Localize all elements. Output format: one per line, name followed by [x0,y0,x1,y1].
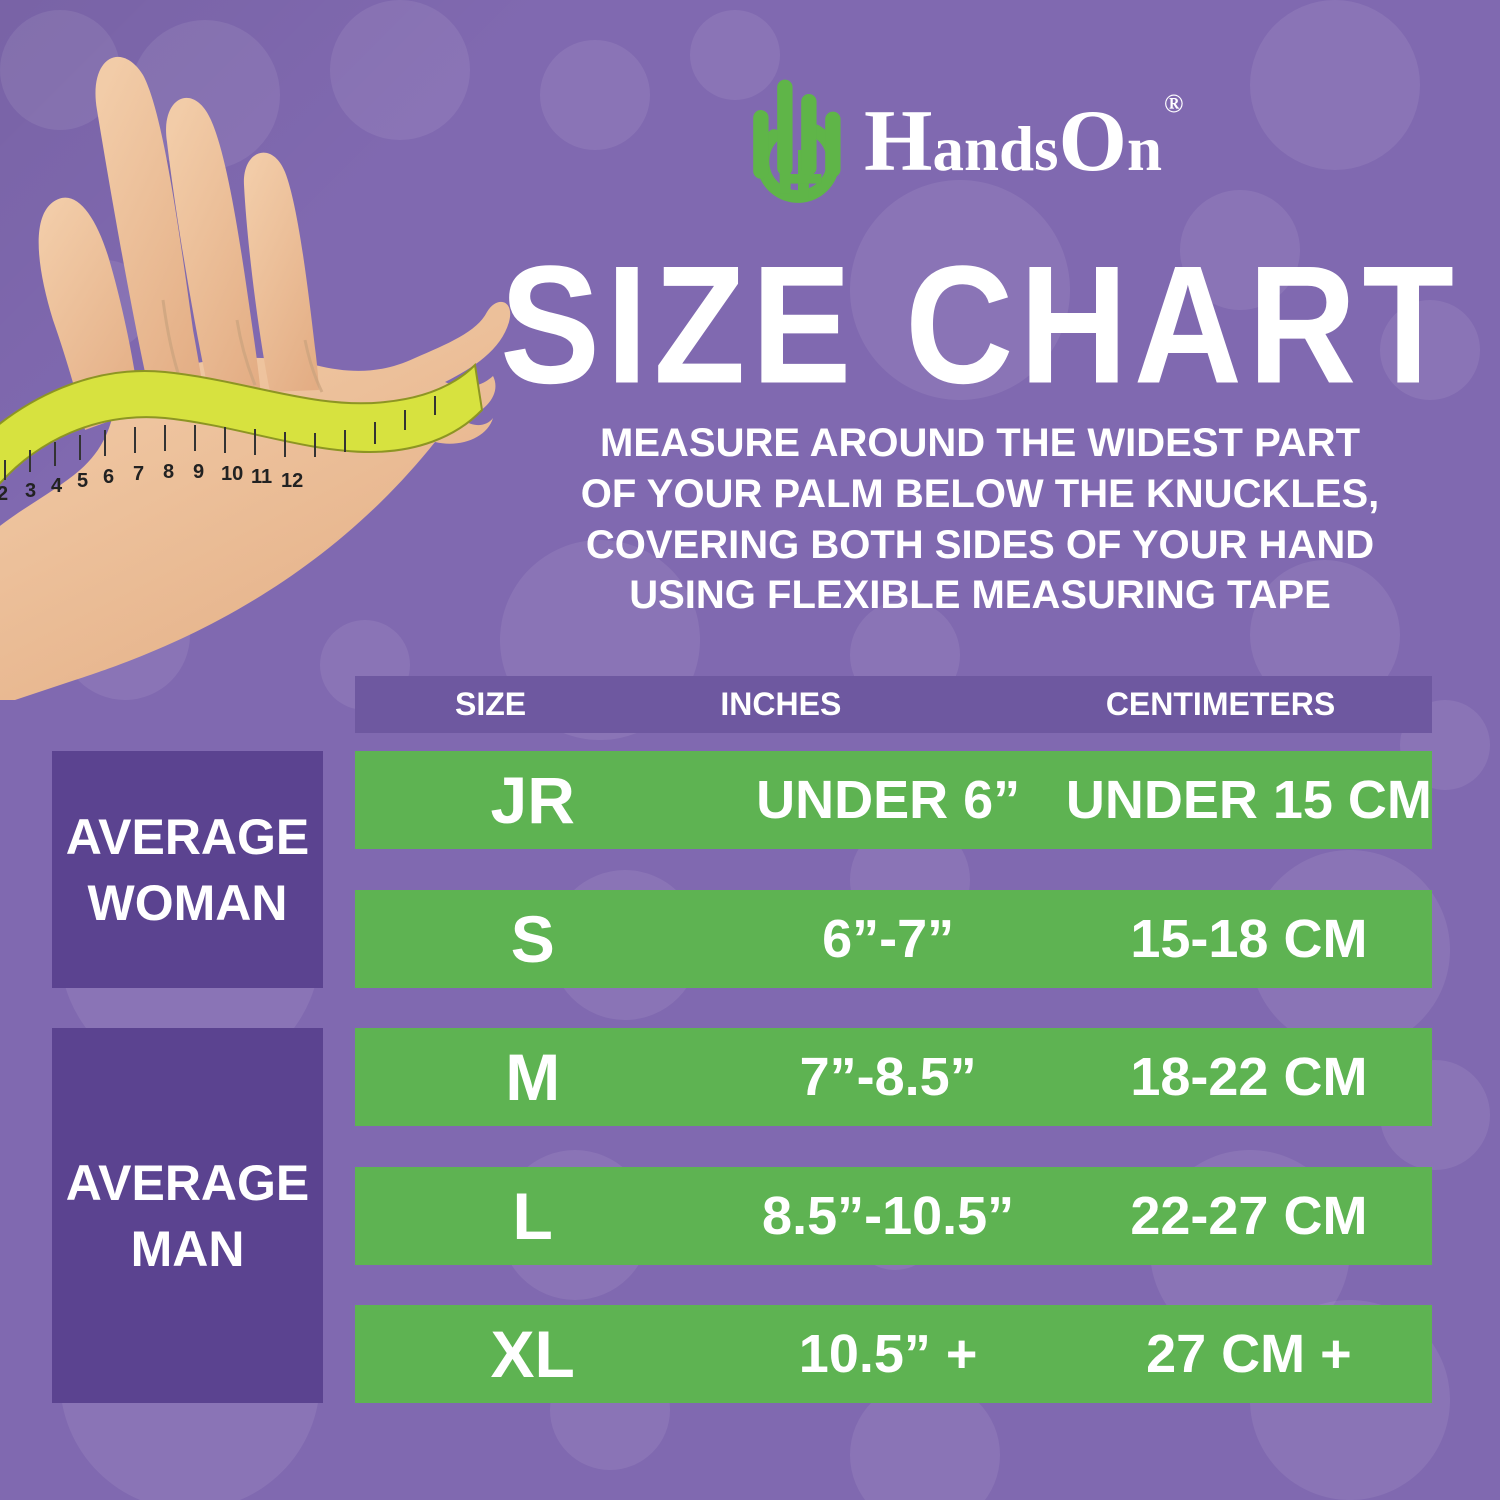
svg-text:11: 11 [251,466,272,488]
svg-text:5: 5 [77,470,88,492]
svg-text:7: 7 [133,463,144,485]
svg-text:10: 10 [221,463,243,485]
svg-text:12: 12 [281,470,303,492]
svg-text:2: 2 [0,483,8,505]
svg-text:8: 8 [163,461,174,483]
svg-text:4: 4 [51,475,63,497]
svg-text:6: 6 [103,466,114,488]
svg-text:9: 9 [193,461,204,483]
svg-text:3: 3 [25,480,36,502]
